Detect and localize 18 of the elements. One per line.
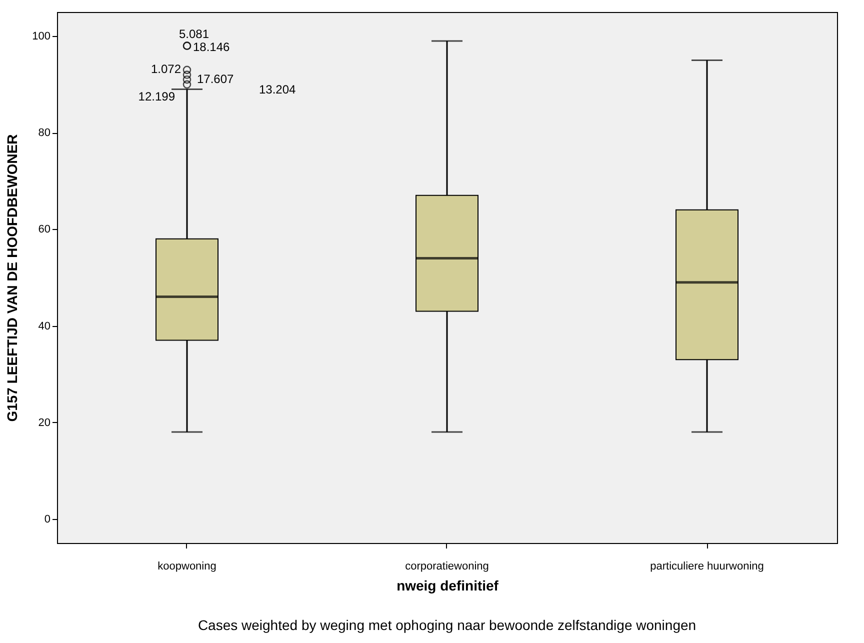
annotation: 18.146 [193, 40, 230, 54]
y-tick-label: 20 [38, 416, 50, 429]
y-tick-label: 40 [38, 320, 50, 332]
annotation: 1.072 [150, 62, 182, 76]
text: Cases weighted by weging met ophoging naar bewoonde zelfstandige woningen [198, 617, 696, 633]
x-tick-label: corporatiewoning [405, 560, 489, 572]
annotation: 13.204 [259, 82, 296, 97]
y-tick-label: 0 [44, 513, 50, 526]
y-tick-label: 60 [38, 224, 50, 236]
annotation: 12.199 [138, 89, 176, 104]
y-tick-label: 100 [32, 30, 50, 43]
y-tick-label: 80 [38, 127, 50, 140]
y-axis-title: G157 LEEFTIJD VAN DE HOOFDBEWONER [4, 134, 20, 422]
x-axis-title: nweig definitief [396, 578, 499, 594]
annotation: 5.081 [179, 26, 210, 41]
x-tick-label: koopwoning [158, 560, 216, 572]
x-tick-label: particuliere huurwoning [650, 560, 764, 572]
annotation: 17.607 [197, 72, 234, 86]
